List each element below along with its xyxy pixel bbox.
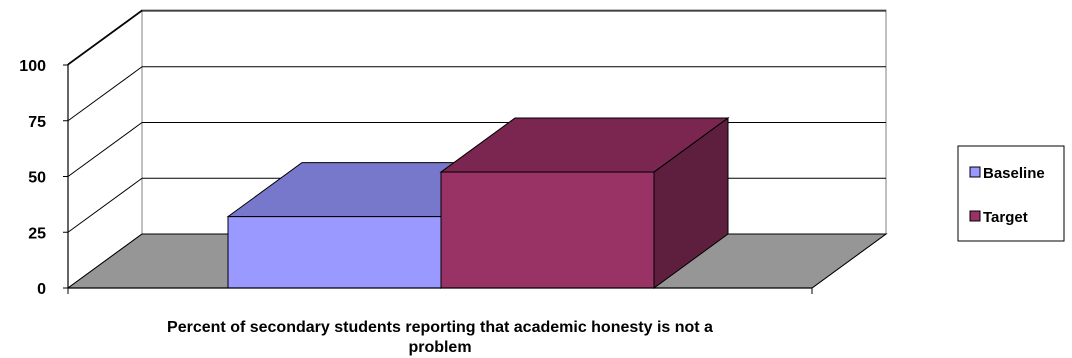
axes (63, 64, 813, 294)
legend-swatch-target (969, 210, 981, 222)
y-tick-labels: 0 25 50 75 100 (19, 58, 46, 298)
legend-label-target: Target (983, 209, 1028, 226)
y-tick-label-100: 100 (19, 58, 46, 75)
legend-swatch-baseline (969, 166, 981, 178)
gridline-side-75 (67, 66, 143, 122)
bar-target (440, 171, 655, 289)
x-axis-label-line-2: problem (408, 339, 471, 356)
gridline-side-25 (67, 177, 143, 233)
gridlines (67, 10, 886, 233)
legend: Baseline Target (957, 145, 1065, 242)
legend-box (957, 145, 1065, 242)
legend-label-baseline: Baseline (983, 165, 1045, 182)
bar-baseline (227, 216, 442, 289)
side-wall-edge (67, 9, 143, 65)
y-tick-label-50: 50 (28, 170, 46, 187)
gridline-side-100 (67, 10, 143, 66)
bars (226, 117, 730, 289)
x-axis-label-line-1: Percent of secondary students reporting … (167, 319, 713, 336)
y-tick-label-25: 25 (28, 225, 46, 242)
y-tick-label-75: 75 (28, 114, 46, 131)
y-tick-label-0: 0 (37, 281, 46, 298)
gridline-side-50 (67, 122, 143, 177)
